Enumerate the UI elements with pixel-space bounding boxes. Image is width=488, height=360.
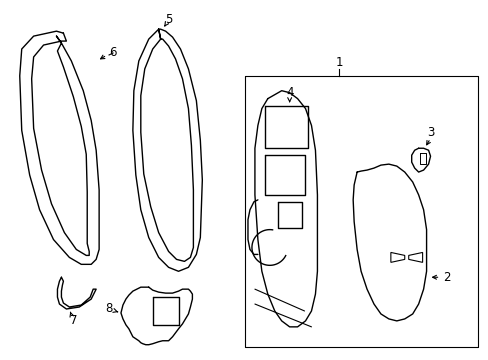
Text: 2: 2 bbox=[442, 271, 449, 284]
Text: 1: 1 bbox=[335, 57, 342, 69]
Text: 3: 3 bbox=[426, 126, 433, 139]
Text: 6: 6 bbox=[109, 46, 117, 59]
Text: 5: 5 bbox=[164, 13, 172, 26]
Text: 7: 7 bbox=[69, 314, 77, 327]
Text: 8: 8 bbox=[105, 302, 113, 315]
Text: 4: 4 bbox=[285, 86, 293, 99]
